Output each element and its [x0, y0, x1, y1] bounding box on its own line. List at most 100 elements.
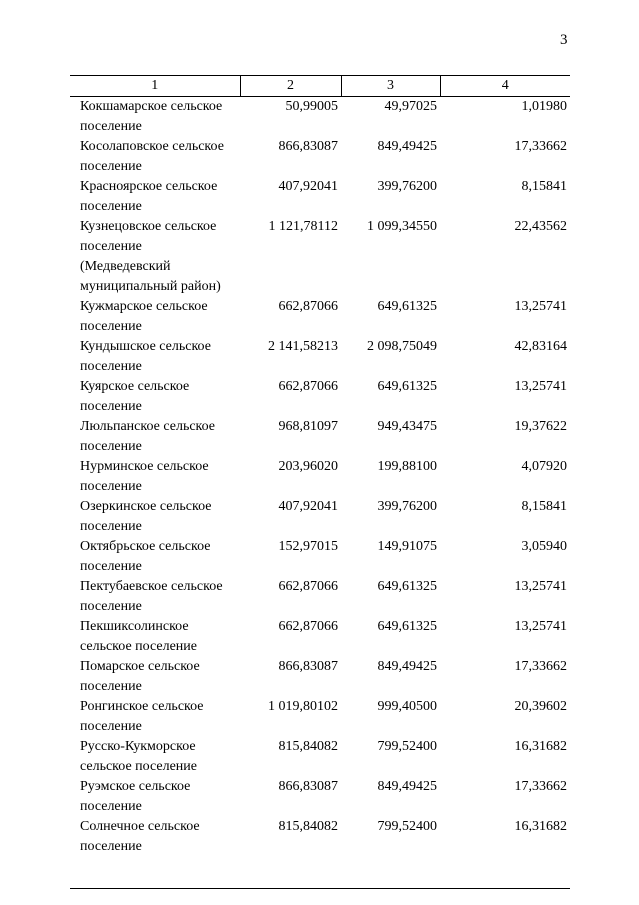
- settlements-table: 1 2 3 4 Кокшамарское сельское поселение 5…: [70, 75, 570, 857]
- value-cell: 815,84082: [278, 819, 339, 834]
- value-cell: 17,33662: [514, 659, 568, 674]
- table-row: Руэмское сельское поселение 866,83087 849,…: [70, 777, 570, 817]
- value-cell: 8,15841: [521, 179, 568, 194]
- table-row: Русско-Кукморское сельское поселение 815,…: [70, 737, 570, 777]
- value-cell: 1 121,78112: [268, 219, 338, 234]
- table-header-row: 1 2 3 4: [70, 75, 570, 97]
- value-cell: 3,05940: [521, 539, 568, 554]
- table-row: Пекшиксолинское сельское поселение 662,87…: [70, 617, 570, 657]
- value-cell: 16,31682: [514, 739, 568, 754]
- value-cell: 866,83087: [278, 779, 339, 794]
- table-row: Помарское сельское поселение 866,83087 849…: [70, 657, 570, 697]
- value-cell: 649,61325: [377, 299, 438, 314]
- value-cell: 849,49425: [377, 779, 438, 794]
- column-header-1: 1: [70, 75, 240, 97]
- value-cell: 399,76200: [377, 499, 438, 514]
- table-row: Косолаповское сельское поселение 866,8308…: [70, 137, 570, 177]
- value-cell: 399,76200: [377, 179, 438, 194]
- value-cell: 1 019,80102: [268, 699, 338, 714]
- settlement-name: Пектубаевское сельское поселение: [80, 579, 223, 614]
- page-number: 3: [560, 32, 568, 48]
- value-cell: 13,25741: [514, 299, 568, 314]
- value-cell: 866,83087: [278, 139, 339, 154]
- value-cell: 662,87066: [278, 579, 339, 594]
- value-cell: 662,87066: [278, 619, 339, 634]
- value-cell: 799,52400: [377, 739, 438, 754]
- settlement-name: Русско-Кукморское сельское поселение: [80, 739, 197, 774]
- value-cell: 42,83164: [514, 339, 568, 354]
- page-bottom-rule: [70, 888, 570, 889]
- settlement-name: Кужмарское сельское поселение: [80, 299, 208, 334]
- value-cell: 50,99005: [285, 99, 339, 114]
- value-cell: 649,61325: [377, 579, 438, 594]
- value-cell: 16,31682: [514, 819, 568, 834]
- table-row: Куярское сельское поселение 662,87066 649,…: [70, 377, 570, 417]
- settlement-name: Руэмское сельское поселение: [80, 779, 191, 814]
- settlement-name: Кузнецовское сельское поселение (Медведе…: [80, 219, 221, 294]
- column-header-3: 3: [340, 75, 440, 97]
- value-cell: 17,33662: [514, 139, 568, 154]
- value-cell: 19,37622: [514, 419, 568, 434]
- settlement-name: Помарское сельское поселение: [80, 659, 200, 694]
- value-cell: 407,92041: [278, 179, 339, 194]
- value-cell: 4,07920: [521, 459, 568, 474]
- table-row: Кузнецовское сельское поселение (Медведе…: [70, 217, 570, 297]
- value-cell: 1,01980: [521, 99, 568, 114]
- table-row: Кундышское сельское поселение 2 141,58213…: [70, 337, 570, 377]
- value-cell: 799,52400: [377, 819, 438, 834]
- table-body: Кокшамарское сельское поселение 50,99005 4…: [70, 97, 570, 858]
- settlement-name: Красноярское сельское поселение: [80, 179, 218, 214]
- value-cell: 407,92041: [278, 499, 339, 514]
- value-cell: 199,88100: [377, 459, 438, 474]
- value-cell: 649,61325: [377, 619, 438, 634]
- value-cell: 949,43475: [377, 419, 438, 434]
- value-cell: 849,49425: [377, 139, 438, 154]
- value-cell: 203,96020: [278, 459, 339, 474]
- settlement-name: Кундышское сельское поселение: [80, 339, 211, 374]
- value-cell: 22,43562: [514, 219, 568, 234]
- settlement-name: Ронгинское сельское поселение: [80, 699, 204, 734]
- value-cell: 13,25741: [514, 579, 568, 594]
- value-cell: 662,87066: [278, 299, 339, 314]
- value-cell: 13,25741: [514, 619, 568, 634]
- table-row: Солнечное сельское поселение 815,84082 799…: [70, 817, 570, 857]
- table-row: Ронгинское сельское поселение 1 019,80102…: [70, 697, 570, 737]
- table-row: Нурминское сельское поселение 203,96020 19…: [70, 457, 570, 497]
- value-cell: 2 098,75049: [367, 339, 437, 354]
- table-row: Октябрьское сельское поселение 152,97015 1…: [70, 537, 570, 577]
- value-cell: 649,61325: [377, 379, 438, 394]
- table-row: Люльпанское сельское поселение 968,81097 9…: [70, 417, 570, 457]
- value-cell: 815,84082: [278, 739, 339, 754]
- table-row: Красноярское сельское поселение 407,92041…: [70, 177, 570, 217]
- value-cell: 149,91075: [377, 539, 438, 554]
- settlement-name: Люльпанское сельское поселение: [80, 419, 216, 454]
- value-cell: 152,97015: [278, 539, 339, 554]
- settlement-name: Кокшамарское сельское поселение: [80, 99, 223, 134]
- value-cell: 866,83087: [278, 659, 339, 674]
- settlement-name: Куярское сельское поселение: [80, 379, 190, 414]
- settlement-name: Пекшиксолинское сельское поселение: [80, 619, 197, 654]
- settlement-name: Нурминское сельское поселение: [80, 459, 209, 494]
- column-header-2: 2: [239, 75, 341, 97]
- table-row: Кокшамарское сельское поселение 50,99005 4…: [70, 97, 570, 138]
- column-header-4: 4: [439, 75, 570, 97]
- settlement-name: Солнечное сельское поселение: [80, 819, 200, 854]
- settlement-name: Косолаповское сельское поселение: [80, 139, 224, 174]
- value-cell: 13,25741: [514, 379, 568, 394]
- value-cell: 2 141,58213: [268, 339, 338, 354]
- value-cell: 1 099,34550: [367, 219, 437, 234]
- value-cell: 49,97025: [384, 99, 438, 114]
- table-row: Кужмарское сельское поселение 662,87066 64…: [70, 297, 570, 337]
- table-row: Озеркинское сельское поселение 407,92041 3…: [70, 497, 570, 537]
- value-cell: 662,87066: [278, 379, 339, 394]
- table-row: Пектубаевское сельское поселение 662,8706…: [70, 577, 570, 617]
- value-cell: 849,49425: [377, 659, 438, 674]
- settlement-name: Октябрьское сельское поселение: [80, 539, 211, 574]
- value-cell: 999,40500: [377, 699, 438, 714]
- value-cell: 17,33662: [514, 779, 568, 794]
- settlement-name: Озеркинское сельское поселение: [80, 499, 212, 534]
- value-cell: 968,81097: [278, 419, 339, 434]
- value-cell: 20,39602: [514, 699, 568, 714]
- value-cell: 8,15841: [521, 499, 568, 514]
